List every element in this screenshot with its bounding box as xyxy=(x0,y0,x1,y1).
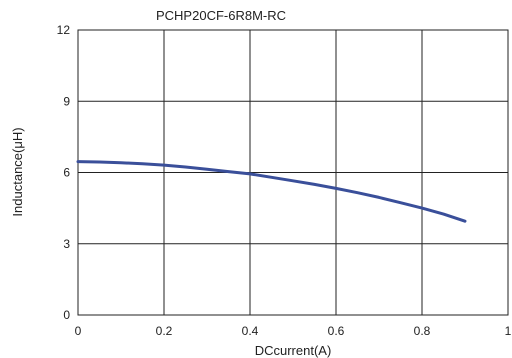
plot-frame xyxy=(77,29,509,316)
inductance-series-line xyxy=(76,160,467,223)
tick-labels: 0 0.2 0.4 0.6 0.8 1 0 3 6 9 12 xyxy=(57,23,512,338)
y-tick-label: 12 xyxy=(57,23,71,37)
x-tick-label: 0.8 xyxy=(414,324,431,338)
y-axis-title: Inductance(μH) xyxy=(10,127,25,216)
x-tick-label: 0 xyxy=(75,324,82,338)
x-axis-title: DCcurrent(A) xyxy=(255,343,332,358)
y-tick-label: 0 xyxy=(63,308,70,322)
y-tick-label: 3 xyxy=(63,237,70,251)
chart-title: PCHP20CF-6R8M-RC xyxy=(156,8,286,23)
grid xyxy=(77,29,509,316)
y-tick-label: 6 xyxy=(63,166,70,180)
x-tick-label: 0.2 xyxy=(156,324,173,338)
x-tick-label: 1 xyxy=(505,324,512,338)
x-tick-label: 0.4 xyxy=(242,324,259,338)
x-tick-label: 0.6 xyxy=(328,324,345,338)
series-layer xyxy=(76,160,467,223)
y-tick-label: 9 xyxy=(63,94,70,108)
